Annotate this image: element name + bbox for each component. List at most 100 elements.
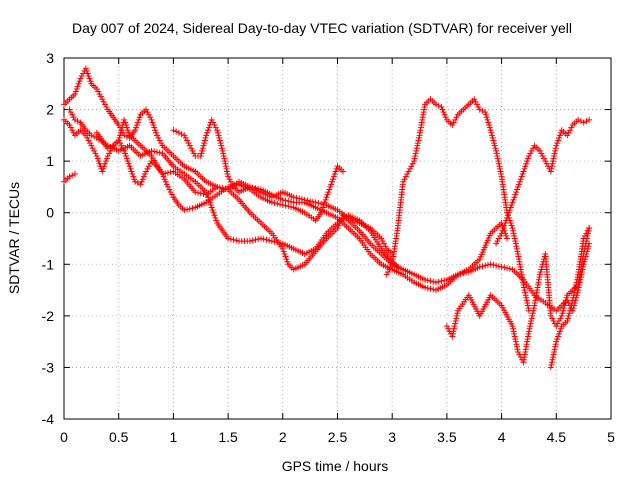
plus-marker [167, 189, 174, 196]
plus-marker [88, 132, 95, 139]
plus-marker [92, 150, 99, 157]
plus-marker [97, 93, 104, 100]
plus-marker [548, 359, 555, 366]
plus-marker [412, 150, 419, 157]
y-tick-label: -1 [42, 256, 55, 272]
plus-marker [225, 235, 232, 242]
plus-marker [523, 294, 530, 301]
plus-marker [571, 287, 578, 294]
plus-marker [78, 73, 85, 80]
plus-marker [510, 328, 517, 335]
plus-marker [281, 250, 288, 257]
plus-marker [574, 274, 581, 281]
plus-marker [549, 315, 556, 322]
plus-marker [538, 266, 545, 273]
plus-marker [504, 212, 511, 219]
plus-marker [565, 312, 572, 319]
plus-marker [123, 124, 130, 131]
plus-marker [507, 220, 514, 227]
plus-marker [413, 147, 420, 154]
plus-marker [274, 239, 281, 246]
plus-marker [93, 85, 100, 92]
plus-marker [207, 201, 214, 208]
plus-marker [304, 197, 311, 204]
plus-marker [516, 178, 523, 185]
plus-marker [509, 323, 516, 330]
plus-marker [556, 330, 563, 337]
plus-marker [164, 169, 171, 176]
plus-marker [487, 261, 494, 268]
x-axis-label: GPS time / hours [282, 458, 389, 474]
plus-marker [484, 116, 491, 123]
plus-marker [268, 238, 275, 245]
plus-marker [378, 235, 385, 242]
plus-marker [493, 240, 500, 247]
satellite-track-6 [170, 116, 396, 257]
plus-marker [83, 67, 90, 74]
plus-marker [580, 235, 587, 242]
plus-marker [215, 132, 222, 139]
plus-marker [440, 109, 447, 116]
plus-marker [486, 122, 493, 129]
plus-marker [319, 207, 326, 214]
plus-marker [498, 263, 505, 270]
plus-marker [567, 305, 574, 312]
plus-marker [213, 217, 220, 224]
plus-marker [422, 284, 429, 291]
plus-marker [511, 235, 518, 242]
x-tick-label: 2.5 [328, 429, 348, 445]
plus-marker [284, 258, 291, 265]
plus-marker [134, 119, 141, 126]
plus-marker [512, 336, 519, 343]
plus-marker [542, 158, 549, 165]
plus-marker [508, 222, 515, 229]
plus-marker [584, 227, 591, 234]
plus-marker [69, 172, 76, 179]
plus-marker [557, 315, 564, 322]
plus-marker [487, 127, 494, 134]
plus-marker [569, 297, 576, 304]
plus-marker [210, 119, 217, 126]
plus-marker [494, 238, 501, 245]
plus-marker [143, 168, 150, 175]
plus-marker [184, 137, 191, 144]
plus-marker [414, 140, 421, 147]
plus-marker [382, 243, 389, 250]
plus-marker [553, 142, 560, 149]
plus-marker [221, 158, 228, 165]
satellite-track-5 [93, 116, 346, 224]
plus-marker [268, 199, 275, 206]
plus-marker [510, 325, 517, 332]
plus-marker [118, 127, 125, 134]
plus-marker [124, 127, 131, 134]
plus-marker [279, 196, 286, 203]
plus-marker [153, 132, 160, 139]
plus-marker [553, 323, 560, 330]
plus-marker [556, 132, 563, 139]
plus-marker [513, 243, 520, 250]
plus-marker [70, 114, 77, 121]
plus-marker [489, 132, 496, 139]
plus-marker [547, 364, 554, 371]
plus-marker [525, 328, 532, 335]
plus-marker [432, 279, 439, 286]
y-tick-label: 2 [46, 102, 54, 118]
plus-marker [379, 238, 386, 245]
plus-marker [332, 168, 339, 175]
plus-marker [572, 281, 579, 288]
plus-marker [205, 124, 212, 131]
plus-marker [324, 191, 331, 198]
plus-marker [438, 103, 445, 110]
plus-marker [91, 147, 98, 154]
plus-marker [122, 122, 129, 129]
plus-marker [75, 80, 82, 87]
plus-marker [562, 297, 569, 304]
plus-marker [441, 277, 448, 284]
plus-marker [528, 147, 535, 154]
plus-marker [574, 276, 581, 283]
plus-marker [498, 230, 505, 237]
plus-marker [222, 163, 229, 170]
plus-marker [333, 165, 340, 172]
plus-marker [214, 183, 221, 190]
plus-marker [550, 354, 557, 361]
